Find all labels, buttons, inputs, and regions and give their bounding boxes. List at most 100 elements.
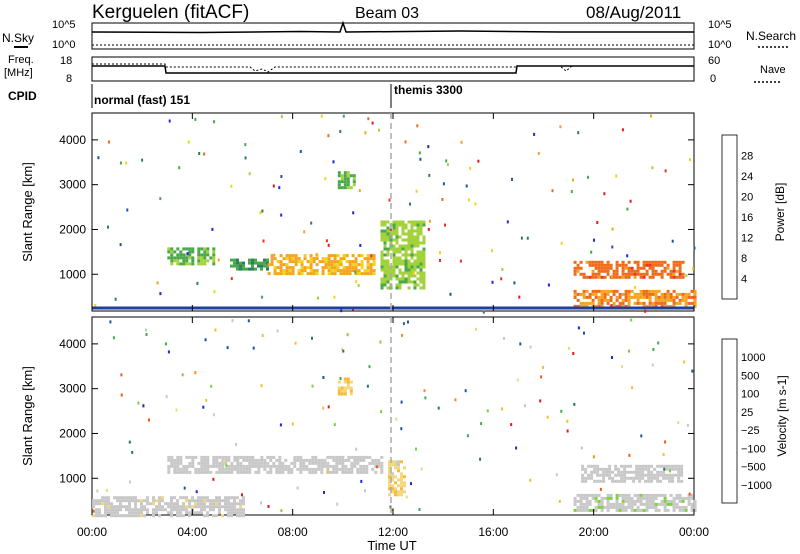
velocity-echo-cell xyxy=(254,458,258,462)
velocity-echo-cell xyxy=(626,470,630,474)
power-echo-cell xyxy=(404,244,408,248)
velocity-echo-cell xyxy=(466,434,469,438)
velocity-echo-cell xyxy=(113,508,116,512)
power-echo-cell xyxy=(422,271,426,275)
power-echo-cell xyxy=(422,238,426,242)
power-echo-cell xyxy=(336,266,340,270)
power-echo-cell xyxy=(332,160,335,164)
velocity-echo-cell xyxy=(388,466,391,470)
power-echo-cell xyxy=(191,250,195,254)
power-echo-cell xyxy=(666,304,670,308)
power-echo-cell xyxy=(386,268,390,272)
velocity-echo-cell xyxy=(200,458,204,462)
power-echo-cell xyxy=(354,257,358,261)
velocity-echo-cell xyxy=(368,461,372,465)
velocity-echo-cell xyxy=(320,464,324,468)
velocity-echo-cell xyxy=(680,479,684,483)
power-echo-cell xyxy=(389,268,393,272)
velocity-echo-cell xyxy=(620,473,624,477)
power-colorbar-tick: 4 xyxy=(741,274,747,286)
velocity-echo-cell xyxy=(167,502,170,506)
power-echo-cell xyxy=(537,151,540,155)
velocity-echo-cell xyxy=(585,502,589,506)
velocity-echo-cell xyxy=(653,467,657,471)
power-echo-cell xyxy=(330,260,334,264)
velocity-echo-cell xyxy=(218,511,221,515)
power-echo-cell xyxy=(197,250,201,254)
power-echo-cell xyxy=(383,220,387,224)
power-echo-cell xyxy=(669,272,673,276)
power-echo-cell xyxy=(156,281,159,285)
velocity-echo-cell xyxy=(176,499,179,503)
velocity-echo-cell xyxy=(227,458,231,462)
velocity-echo-cell xyxy=(582,493,586,497)
power-echo-cell xyxy=(624,289,628,293)
velocity-echo-cell xyxy=(281,470,285,474)
velocity-echo-cell xyxy=(323,464,327,468)
velocity-echo-cell xyxy=(359,467,363,471)
power-echo-cell xyxy=(395,259,399,263)
power-echo-cell xyxy=(422,283,426,287)
power-echo-cell xyxy=(383,223,387,227)
power-echo-cell xyxy=(383,262,387,266)
power-echo-cell xyxy=(642,289,646,293)
power-echo-cell xyxy=(383,232,387,236)
velocity-echo-cell xyxy=(98,514,101,518)
power-echo-cell xyxy=(300,266,304,270)
power-echo-cell xyxy=(624,295,628,299)
velocity-echo-cell xyxy=(609,493,613,497)
velocity-echo-cell xyxy=(602,473,606,477)
velocity-echo-cell xyxy=(609,496,613,500)
power-echo-cell xyxy=(465,184,468,188)
velocity-echo-cell xyxy=(152,508,155,512)
velocity-echo-cell xyxy=(647,467,651,471)
power-echo-cell xyxy=(395,238,399,242)
velocity-echo-cell xyxy=(185,470,189,474)
power-echo-cell xyxy=(633,301,637,305)
velocity-echo-cell xyxy=(597,493,601,497)
velocity-echo-cell xyxy=(375,465,378,469)
velocity-echo-cell xyxy=(400,475,403,479)
velocity-echo-cell xyxy=(254,464,258,468)
velocity-echo-cell xyxy=(341,458,345,462)
power-echo-cell xyxy=(315,253,318,256)
power-echo-cell xyxy=(416,262,420,266)
velocity-echo-cell xyxy=(140,505,143,509)
power-echo-cell xyxy=(324,260,328,264)
power-echo-cell xyxy=(609,289,613,293)
velocity-echo-cell xyxy=(107,505,110,509)
velocity-echo-cell xyxy=(239,511,242,515)
power-echo-cell xyxy=(371,121,374,125)
velocity-echo-cell xyxy=(609,505,613,509)
velocity-echo-cell xyxy=(260,384,263,388)
power-echo-cell xyxy=(669,275,673,279)
velocity-echo-cell xyxy=(636,508,640,512)
power-echo-cell xyxy=(422,256,426,260)
power-echo-cell xyxy=(582,295,586,299)
velocity-echo-cell xyxy=(212,508,215,512)
velocity-echo-cell xyxy=(397,490,400,494)
velocity-echo-cell xyxy=(587,464,591,468)
velocity-echo-cell xyxy=(356,458,360,462)
velocity-echo-cell xyxy=(143,505,146,509)
velocity-echo-cell xyxy=(203,470,207,474)
velocity-echo-cell xyxy=(582,502,586,506)
power-echo-cell xyxy=(395,247,399,251)
power-echo-cell xyxy=(675,295,679,299)
power-echo-cell xyxy=(693,292,697,296)
velocity-echo-cell xyxy=(92,502,95,506)
velocity-echo-cell xyxy=(605,473,609,477)
power-echo-cell xyxy=(533,132,536,136)
power-echo-cell xyxy=(678,272,682,276)
velocity-echo-cell xyxy=(191,464,195,468)
power-echo-cell xyxy=(404,238,408,242)
power-echo-cell xyxy=(612,304,616,308)
power-echo-cell xyxy=(588,263,592,267)
power-echo-cell xyxy=(648,304,652,308)
velocity-echo-cell xyxy=(125,508,128,512)
velocity-echo-cell xyxy=(173,467,177,471)
velocity-echo-cell xyxy=(107,508,110,512)
power-echo-cell xyxy=(576,298,580,302)
velocity-echo-cell xyxy=(311,455,315,459)
power-echo-cell xyxy=(660,295,664,299)
